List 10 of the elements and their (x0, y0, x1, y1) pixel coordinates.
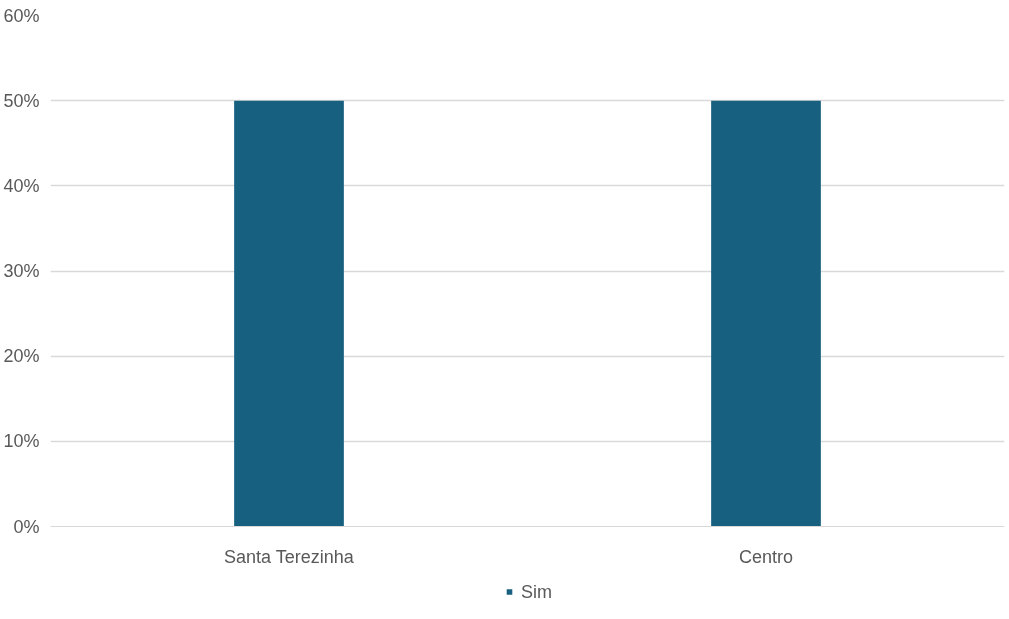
y-tick-label: 30% (3, 261, 40, 281)
x-tick-label: Centro (738, 546, 794, 567)
y-tick-label: 20% (3, 346, 40, 367)
y-tick-label: 0% (13, 516, 40, 537)
y-tick-label: 60% (3, 5, 40, 26)
x-tick-label: Santa Terezinha (223, 546, 355, 567)
y-tick-label: 40% (3, 175, 40, 196)
legend-label: Sim (521, 581, 552, 602)
y-tick-label: 50% (3, 90, 40, 111)
y-tick-label: 10% (3, 431, 40, 452)
